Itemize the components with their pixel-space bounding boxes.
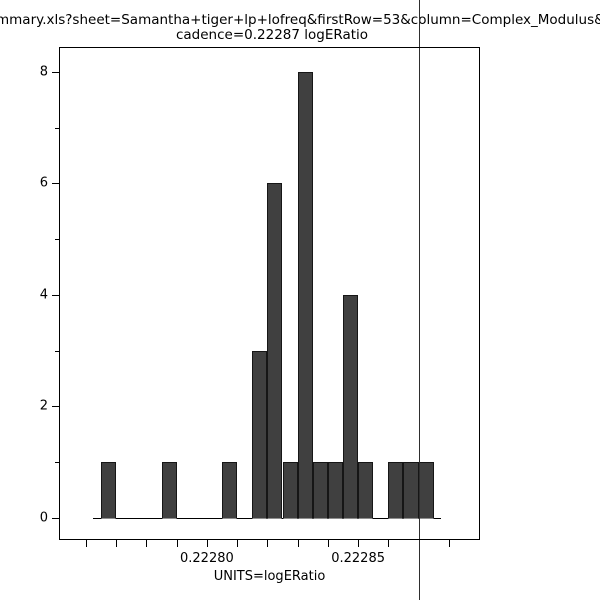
histogram-bar [388, 462, 404, 519]
x-tick-label: 0.22280 [180, 551, 234, 566]
y-tick-label: 0 [39, 510, 48, 526]
histogram-bar [312, 462, 328, 519]
histogram-bar [222, 462, 238, 519]
x-tick [85, 540, 87, 547]
y-tick [52, 294, 59, 296]
y-tick-label: 6 [39, 175, 48, 191]
x-tick [327, 540, 329, 547]
x-tick [358, 540, 360, 547]
y-tick-minor [55, 350, 59, 352]
chart-title-line1: mmary.xls?sheet=Samantha+tiger+lp+lofreq… [0, 12, 600, 28]
histogram-bar [161, 462, 177, 519]
histogram-bar [101, 462, 117, 519]
x-tick-label: 0.22285 [331, 551, 385, 566]
y-tick-label: 2 [39, 398, 48, 414]
y-tick-label: 8 [39, 64, 48, 80]
histogram-bar [342, 294, 359, 519]
x-tick [237, 540, 239, 547]
x-tick [146, 540, 148, 547]
x-axis-label: UNITS=logERatio [213, 569, 326, 584]
histogram-zero-line [93, 517, 442, 519]
x-tick [206, 540, 208, 547]
histogram-bar [297, 72, 313, 519]
y-tick [52, 183, 59, 185]
x-tick [448, 540, 450, 547]
plot-frame [59, 47, 480, 540]
histogram-bar [282, 462, 298, 519]
y-tick-minor [55, 127, 59, 129]
histogram-bar [358, 462, 374, 519]
y-tick-minor [55, 239, 59, 241]
y-tick [52, 406, 59, 408]
histogram-bar [252, 350, 268, 519]
histogram-bar [327, 462, 343, 519]
y-tick-label: 4 [39, 287, 48, 303]
y-tick-minor [55, 462, 59, 463]
cadence-marker-line [418, 0, 420, 600]
histogram-bar [403, 462, 419, 519]
y-tick [52, 72, 59, 74]
y-tick [52, 517, 59, 519]
x-tick [267, 540, 269, 547]
chart-title-line2: cadence=0.22287 logERatio [175, 27, 369, 43]
x-tick [176, 540, 178, 547]
histogram-bar [267, 183, 283, 519]
x-tick [297, 540, 299, 547]
x-tick [116, 540, 118, 547]
x-tick [388, 540, 390, 547]
